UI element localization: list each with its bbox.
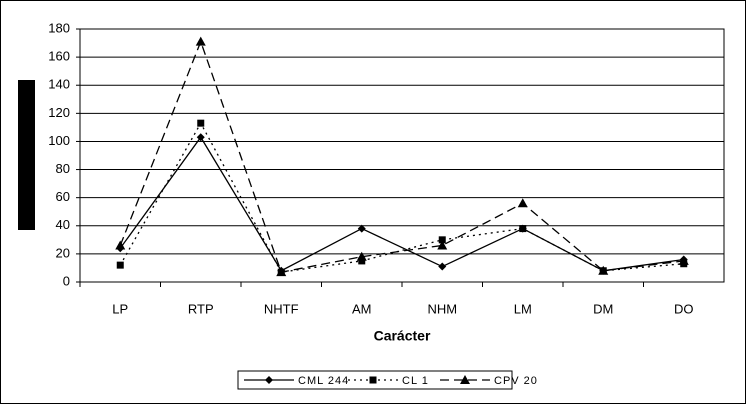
data-point <box>195 36 206 46</box>
data-point <box>276 267 287 277</box>
x-tick-label: NHM <box>427 301 457 316</box>
data-point <box>197 119 205 127</box>
x-tick-label: LP <box>112 301 128 316</box>
data-point <box>438 262 447 271</box>
legend-marker <box>369 376 377 384</box>
y-tick-label: 180 <box>48 20 70 35</box>
legend-marker <box>460 375 470 384</box>
data-point <box>356 251 367 261</box>
x-tick-label: LM <box>514 301 532 316</box>
data-point <box>116 261 124 269</box>
data-point <box>438 236 446 244</box>
redacted-axis-label <box>18 80 35 230</box>
y-tick-label: 60 <box>56 189 70 204</box>
data-point <box>517 198 528 208</box>
data-point <box>678 255 689 265</box>
data-point <box>437 240 448 250</box>
legend-marker <box>265 376 273 384</box>
series-line <box>119 121 684 273</box>
x-tick-label: NHTF <box>264 301 299 316</box>
data-point <box>358 257 366 265</box>
series-line <box>119 39 684 273</box>
data-point <box>357 224 366 233</box>
y-tick-label: 160 <box>48 49 70 64</box>
legend-label: CML 244 <box>298 375 349 387</box>
legend-label: CPV 20 <box>494 375 538 387</box>
legend-label: CL 1 <box>402 375 429 387</box>
data-point <box>196 133 205 142</box>
y-tick-label: 80 <box>56 161 70 176</box>
x-tick-label: DM <box>593 301 613 316</box>
x-tick-label: AM <box>352 301 372 316</box>
y-tick-label: 20 <box>56 245 70 260</box>
y-tick-label: 120 <box>48 105 70 120</box>
x-tick-label: DO <box>674 301 694 316</box>
y-tick-label: 0 <box>63 273 70 288</box>
x-tick-label: RTP <box>188 301 214 316</box>
data-point <box>519 225 527 233</box>
data-point <box>598 265 609 275</box>
y-tick-label: 100 <box>48 133 70 148</box>
x-axis-label: Carácter <box>374 328 431 344</box>
y-tick-label: 140 <box>48 77 70 92</box>
data-point <box>115 240 126 250</box>
y-tick-label: 40 <box>56 217 70 232</box>
